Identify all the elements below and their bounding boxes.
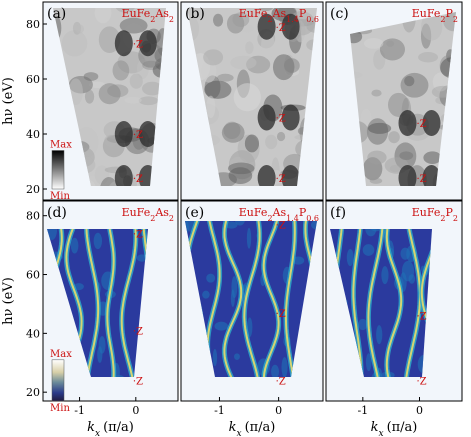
colorbar-min-label: Min: [50, 191, 70, 202]
panel-formula: EuFe2As1.4P0.6: [239, 7, 319, 24]
z-marker: ·Z: [276, 174, 286, 185]
y-tick-label: 20: [26, 183, 40, 196]
panel-f: (f) EuFe2P2 ·Z ·Z: [325, 200, 463, 402]
colorbar-gradient: [51, 150, 65, 190]
z-marker: ·Z: [276, 309, 286, 320]
panel-e: (e) EuFe2As1.4P0.6·Z·Z·Z: [180, 200, 324, 402]
panel-a: (a) EuFe2As2 ·Z ·Z ·Z: [42, 1, 179, 201]
panel-frame: [180, 1, 324, 201]
panel-d: (d) EuFe2As2 ·Z ·Z ·Z: [42, 200, 179, 402]
x-tick-label: 0: [275, 404, 282, 417]
panels: (a) EuFe2As2·Z·Z·Z(b) EuFe2As1.4P0.6·Z·Z·Z…: [42, 1, 463, 414]
z-marker: ·Z: [133, 376, 143, 387]
z-marker: ·Z: [276, 221, 286, 232]
x-tick-label: 0: [132, 404, 139, 417]
z-marker: ·Z: [133, 229, 143, 240]
colorbar-max-label: Max: [50, 349, 72, 360]
panel-frame: [180, 200, 324, 402]
panel-label: (d): [47, 205, 67, 221]
panel-b: (b) EuFe2As1.4P0.6·Z·Z·Z: [180, 1, 324, 201]
y-tick-label: 40: [26, 327, 40, 340]
y-tick-label: 20: [26, 386, 40, 399]
panel-c: (c) EuFe2P2 ·Z ·Z: [325, 1, 463, 201]
colorbar-bottom: Max Min: [50, 349, 72, 414]
z-marker: ·Z: [133, 39, 143, 50]
x-tick-label: -1: [74, 404, 85, 417]
z-marker: ·Z: [417, 376, 427, 387]
x-tick-label: 0: [416, 404, 423, 417]
intensity-map: [187, 8, 317, 186]
z-marker: ·Z: [417, 119, 427, 130]
panel-formula: EuFe2P2: [412, 206, 458, 223]
colorbar-top: Max Min: [50, 140, 72, 203]
colorbar-gradient: [51, 359, 65, 402]
x-tick-label: -1: [357, 404, 368, 417]
panel-label: (c): [330, 6, 349, 22]
intensity-map: [350, 12, 456, 186]
panel-label: (b): [185, 6, 205, 22]
colorbar-max-label: Max: [50, 140, 72, 151]
z-marker: ·Z: [276, 114, 286, 125]
panel-frame: [325, 200, 463, 402]
y-axis-label: hν (eV): [1, 77, 16, 125]
y-tick-label: 80: [26, 18, 40, 31]
y-tick-label: 60: [26, 269, 40, 282]
z-marker: ·Z: [276, 376, 286, 387]
axes: 20 40 60 80 hν (eV) 20 40 60 80 hν (eV) -1 0 kx (π/a)…: [1, 18, 423, 437]
z-marker: ·Z: [417, 174, 427, 185]
panel-formula: EuFe2As2: [122, 7, 174, 24]
panel-formula: EuFe2P2: [412, 7, 458, 24]
panel-label: (f): [330, 205, 346, 221]
z-marker: ·Z: [417, 312, 427, 323]
panel-frame: [42, 1, 179, 201]
panel-formula: EuFe2As2: [122, 206, 174, 223]
panel-label: (a): [47, 6, 66, 22]
x-axis-label: kx (π/a): [229, 420, 276, 437]
x-axis-label: kx (π/a): [87, 420, 134, 437]
panel-label: (e): [185, 205, 204, 221]
y-tick-label: 60: [26, 73, 40, 86]
intensity-map: [53, 8, 166, 186]
panel-formula: EuFe2As1.4P0.6: [239, 206, 319, 223]
z-marker: ·Z: [276, 23, 286, 34]
panel-frame: [325, 1, 463, 201]
colorbar-min-label: Min: [50, 403, 70, 414]
x-axis-label: kx (π/a): [371, 420, 418, 437]
panel-frame: [42, 200, 179, 402]
z-marker: ·Z: [133, 326, 143, 337]
y-tick-label: 40: [26, 128, 40, 141]
y-axis-label: hν (eV): [1, 277, 16, 325]
y-tick-label: 80: [26, 210, 40, 223]
x-tick-label: -1: [214, 404, 225, 417]
z-marker: ·Z: [133, 174, 143, 185]
z-marker: ·Z: [133, 130, 143, 141]
